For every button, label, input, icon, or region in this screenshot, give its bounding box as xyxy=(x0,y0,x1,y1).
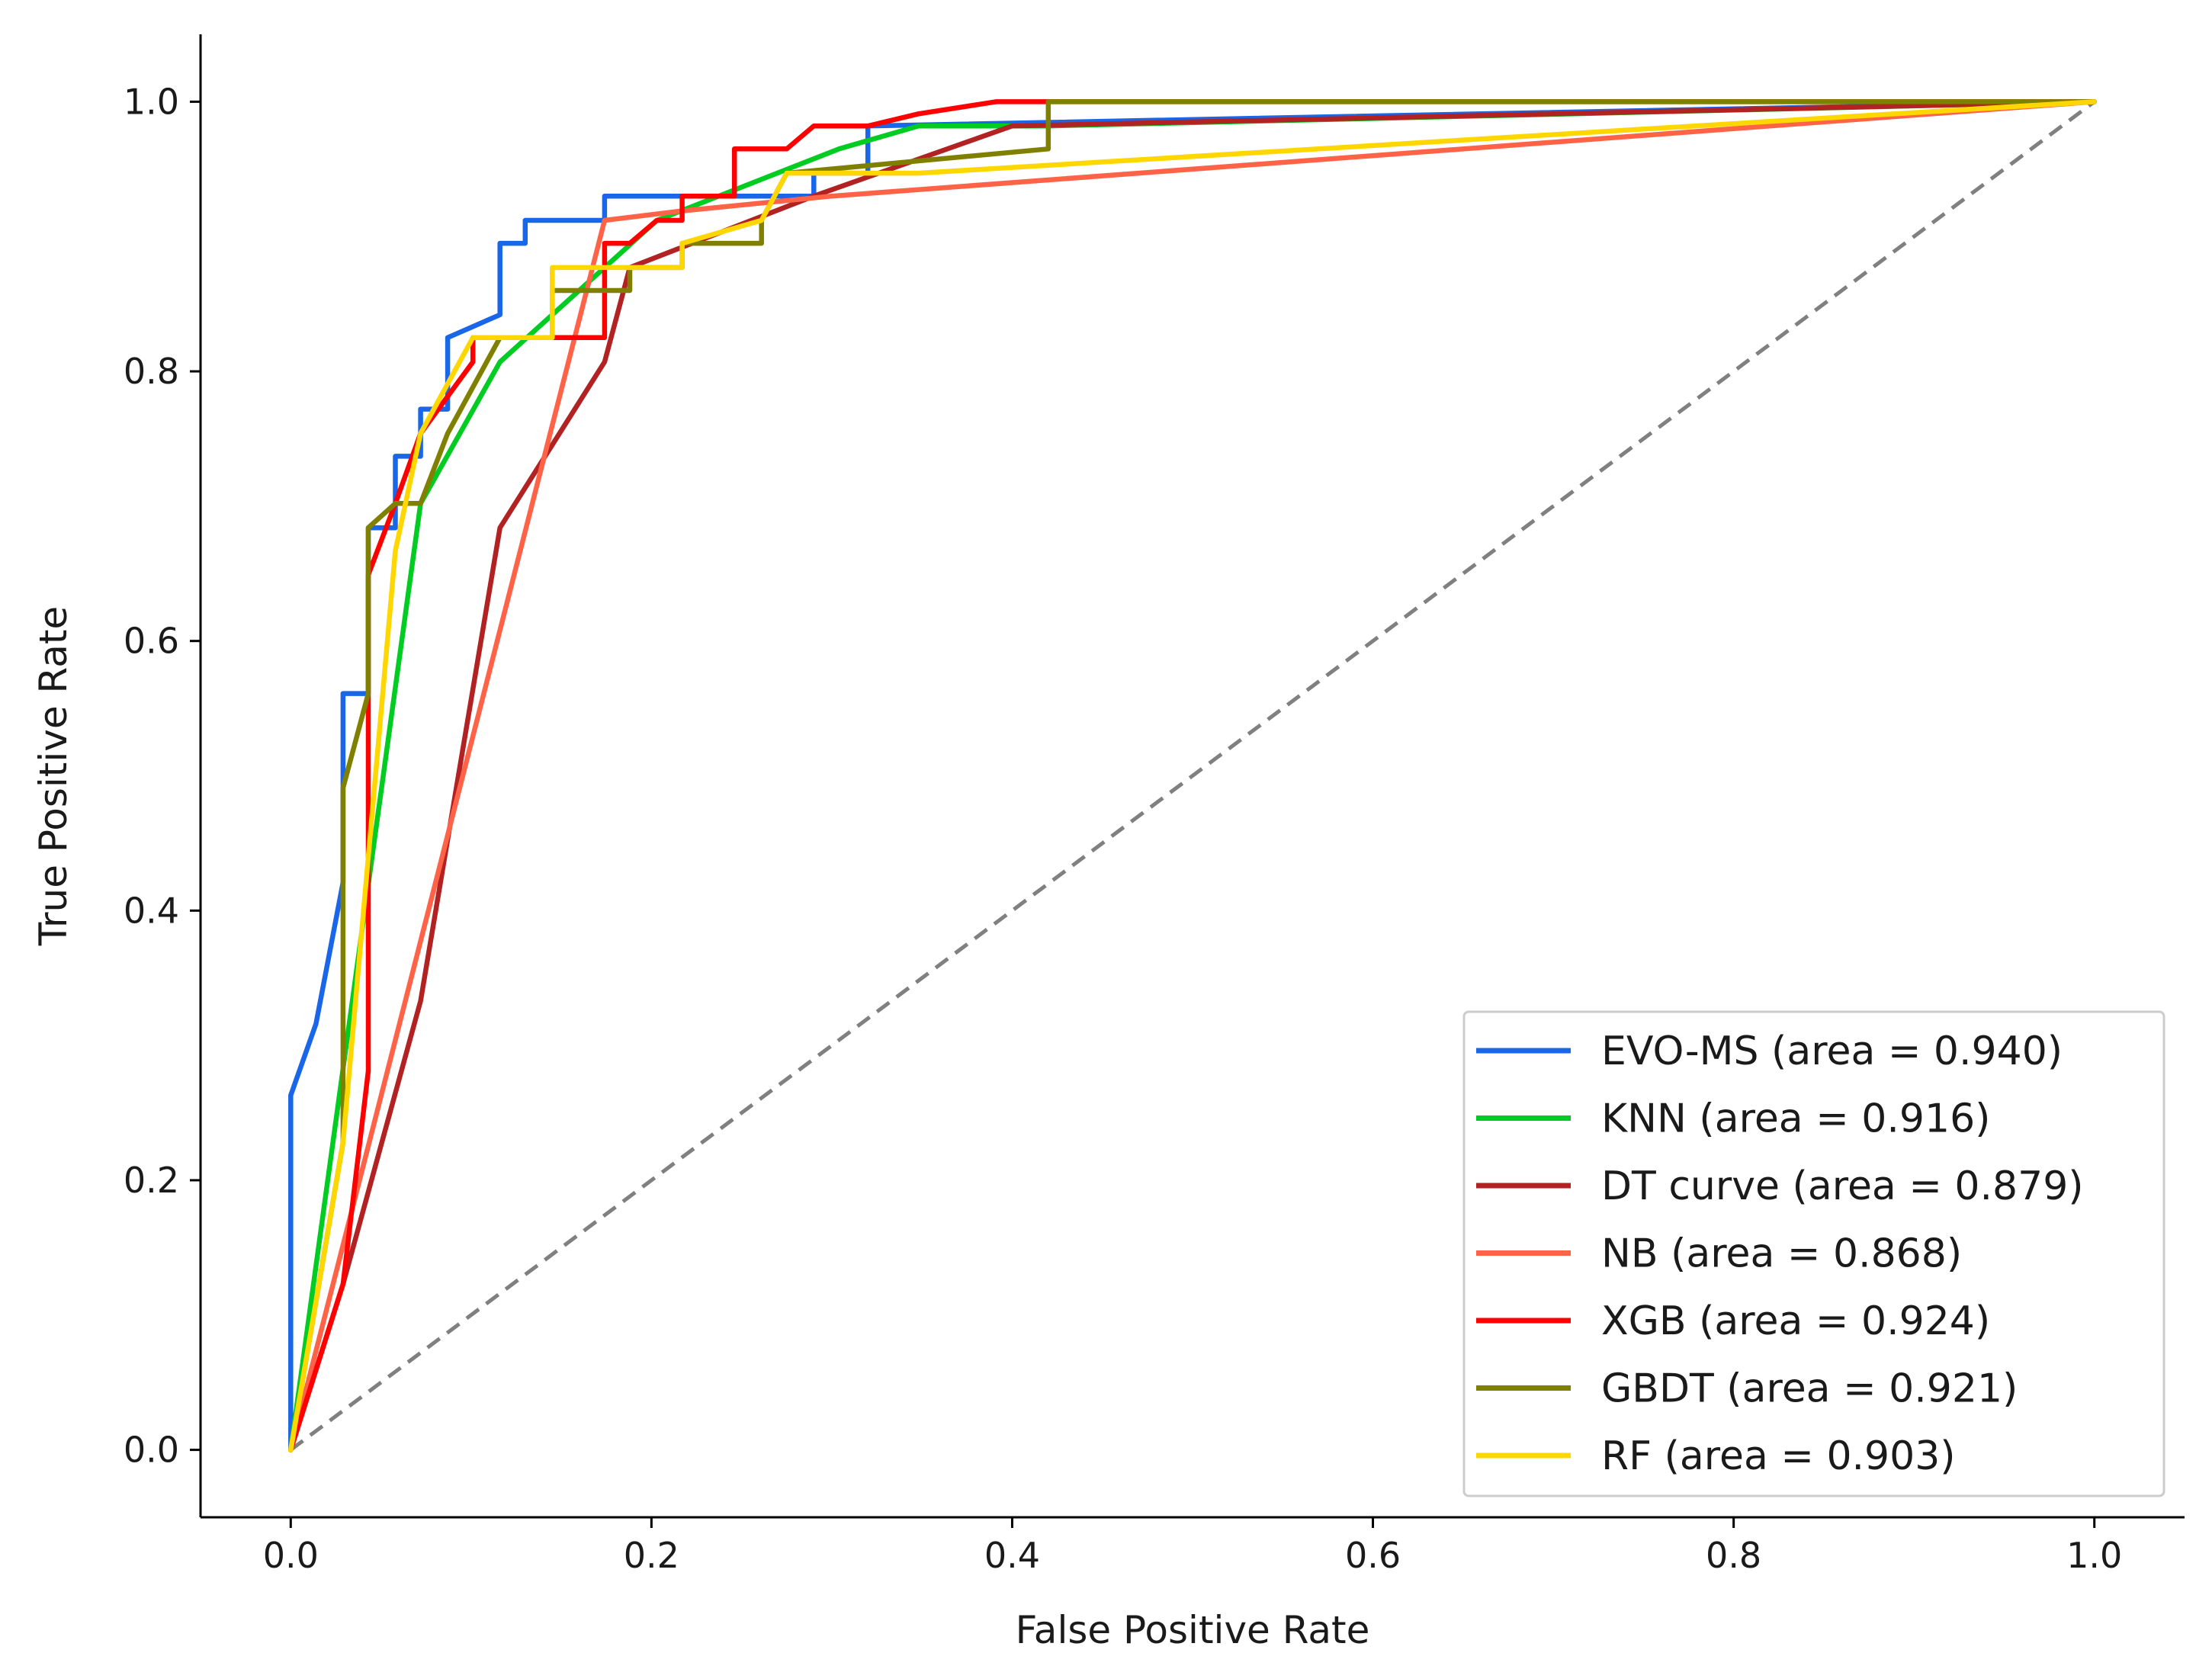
x-tick-label: 1.0 xyxy=(2066,1535,2122,1576)
plot-lines xyxy=(288,99,2097,1452)
series-line-xgb xyxy=(288,99,2097,1452)
legend-label: GBDT (area = 0.921) xyxy=(1601,1366,2018,1412)
chance-diagonal-line xyxy=(289,100,2096,1452)
y-tick-label: 0.2 xyxy=(124,1160,179,1201)
y-tick-label: 0.4 xyxy=(124,890,179,931)
axes xyxy=(199,34,2185,1519)
legend-label: KNN (area = 0.916) xyxy=(1601,1096,1990,1142)
legend-box xyxy=(1462,1010,2165,1497)
ticks: 0.0 0.2 0.4 0.6 0.8 1.0 0.0 0.2 0.4 0.6 0.8 1.0 xyxy=(124,81,2122,1576)
y-tick-label: 0.0 xyxy=(124,1430,179,1471)
legend-label: XGB (area = 0.924) xyxy=(1601,1298,1990,1344)
x-tick-label: 0.4 xyxy=(984,1535,1040,1576)
series-line-rf xyxy=(288,99,2097,1452)
legend-label: EVO-MS (area = 0.940) xyxy=(1601,1029,2063,1074)
x-tick-label: 0.2 xyxy=(624,1535,679,1576)
series-line-dt-curve xyxy=(288,99,2097,1452)
legend-label: NB (area = 0.868) xyxy=(1601,1231,1962,1277)
y-tick-label: 0.6 xyxy=(124,621,179,662)
x-tick-label: 0.6 xyxy=(1345,1535,1401,1576)
y-axis-title: True Positive Rate xyxy=(31,606,75,946)
legend-label: RF (area = 0.903) xyxy=(1601,1433,1956,1479)
y-tick-label: 0.8 xyxy=(124,351,179,392)
legend: EVO-MS (area = 0.940) KNN (area = 0.916) D… xyxy=(1462,1010,2165,1497)
legend-label: DT curve (area = 0.879) xyxy=(1601,1163,2084,1209)
x-axis-title: False Positive Rate xyxy=(1016,1608,1370,1652)
x-tick-label: 0.0 xyxy=(263,1535,319,1576)
y-tick-label: 1.0 xyxy=(124,81,179,122)
x-tick-label: 0.8 xyxy=(1706,1535,1761,1576)
